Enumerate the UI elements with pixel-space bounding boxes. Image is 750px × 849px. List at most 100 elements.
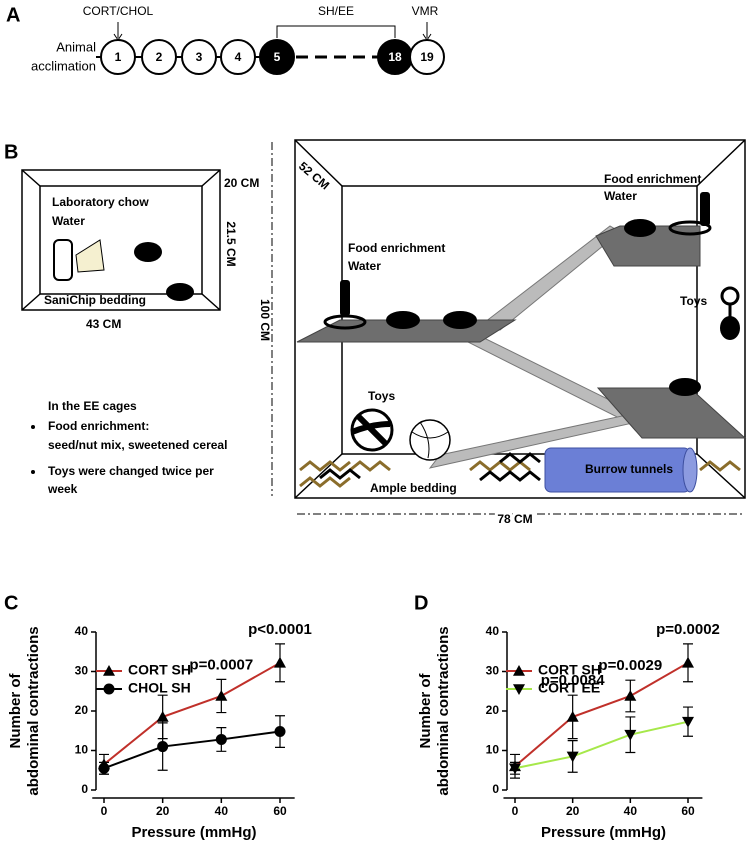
marker — [103, 683, 115, 695]
marker — [624, 729, 637, 741]
step-label: 5 — [274, 50, 281, 64]
y-tick-label: 40 — [486, 624, 500, 638]
bracket — [276, 25, 396, 38]
vmr-label: VMR — [412, 4, 439, 18]
toys-label: Toys — [680, 294, 707, 308]
y-tick-label: 10 — [75, 743, 89, 757]
mouse-icon — [669, 378, 701, 396]
ball-stripe — [350, 413, 391, 447]
mouse-icon — [134, 242, 162, 262]
y-tick-label: 20 — [75, 703, 89, 717]
legend-label: CHOL SH — [128, 680, 191, 696]
p-value: p=0.0007 — [189, 656, 253, 673]
food-label: Food enrichment — [604, 172, 701, 186]
marker — [682, 656, 694, 668]
step-circle — [259, 39, 295, 75]
ball — [409, 419, 451, 461]
x-tick-label: 20 — [156, 804, 170, 818]
mouse-icon — [624, 219, 656, 237]
marker — [156, 710, 169, 722]
marker — [103, 665, 115, 676]
legend-label: CORT EE — [538, 680, 600, 696]
marker — [566, 751, 579, 763]
step-label: 3 — [196, 50, 203, 64]
marker — [215, 733, 227, 745]
mouse-icon — [386, 311, 420, 329]
shee-label: SH/EE — [318, 4, 354, 18]
step-label: 4 — [235, 50, 242, 64]
depth-label: 20 CM — [224, 176, 259, 190]
marker — [274, 726, 286, 738]
marker — [98, 762, 110, 774]
steps: 1 2 3 4 5 18 19 — [100, 39, 445, 75]
note-line: seed/nut mix, sweetened cereal — [48, 438, 227, 452]
rattle-icon — [720, 286, 740, 306]
step-label: 2 — [156, 50, 163, 64]
width-label: 78 CM — [497, 512, 532, 526]
step-circle — [141, 39, 177, 75]
panel-label: D — [414, 592, 428, 614]
dimension-line — [271, 142, 743, 515]
marker — [513, 684, 525, 695]
y-tick-label: 0 — [81, 782, 88, 796]
cage-outer — [21, 169, 221, 311]
marker — [215, 689, 228, 701]
bottle-icon — [53, 239, 73, 281]
bullet — [31, 470, 35, 474]
series-line — [514, 661, 689, 768]
chow-label: Laboratory chow — [52, 195, 149, 209]
ball-line — [411, 421, 449, 459]
x-tick-label: 40 — [215, 804, 229, 818]
bottle-icon — [700, 192, 710, 226]
step-label: 18 — [388, 50, 402, 64]
note-line: Toys were changed twice per — [48, 464, 214, 478]
x-axis-label: Pressure (mmHg) — [541, 824, 666, 841]
bedding — [319, 452, 541, 482]
legend-label: CORT SH — [128, 662, 191, 678]
p-value: p=0.0029 — [598, 657, 662, 674]
rattle-icon — [720, 316, 740, 340]
panel-label: C — [4, 592, 18, 614]
mouse-icon — [443, 311, 477, 329]
y-tick-label: 0 — [492, 782, 499, 796]
water-label: Water — [604, 189, 637, 203]
sh-cage — [21, 169, 221, 311]
height-label: 21.5 CM — [224, 221, 238, 266]
mouse-icon — [166, 283, 194, 301]
x-tick-label: 0 — [101, 804, 108, 818]
marker — [566, 710, 579, 722]
acclimation-label: acclimation — [31, 58, 96, 73]
note-line: Food enrichment: — [48, 419, 149, 433]
cage-edge — [294, 139, 746, 499]
x-axis-label: Pressure (mmHg) — [131, 824, 256, 841]
x-tick-label: 0 — [512, 804, 519, 818]
y-tick-label: 30 — [75, 664, 89, 678]
depth-label: 52 CM — [296, 159, 332, 192]
ee-cage — [271, 139, 747, 515]
p-value: p=0.0084 — [541, 672, 605, 689]
cage-inner — [39, 185, 203, 295]
marker — [682, 716, 694, 728]
marker — [157, 741, 169, 753]
step-circle — [100, 39, 136, 75]
plate-icon — [668, 220, 712, 236]
y-axis-label: abdominal contractions — [435, 626, 452, 795]
step-circle — [181, 39, 217, 75]
height-label: 100 CM — [258, 299, 272, 341]
marker — [509, 763, 521, 775]
water-label: Water — [52, 214, 85, 228]
acclimation-label: Animal — [56, 39, 96, 54]
x-tick-label: 20 — [566, 804, 580, 818]
panel-label: A — [6, 4, 20, 26]
note-title: In the EE cages — [48, 399, 137, 413]
series-line — [514, 720, 689, 770]
platform — [596, 387, 747, 439]
bedding — [299, 460, 741, 488]
step-label: 19 — [420, 50, 434, 64]
marker — [624, 689, 637, 701]
platform — [595, 225, 701, 267]
y-tick-label: 10 — [486, 743, 500, 757]
x-tick-label: 60 — [273, 804, 287, 818]
bedding-label: SaniChip bedding — [44, 293, 146, 307]
